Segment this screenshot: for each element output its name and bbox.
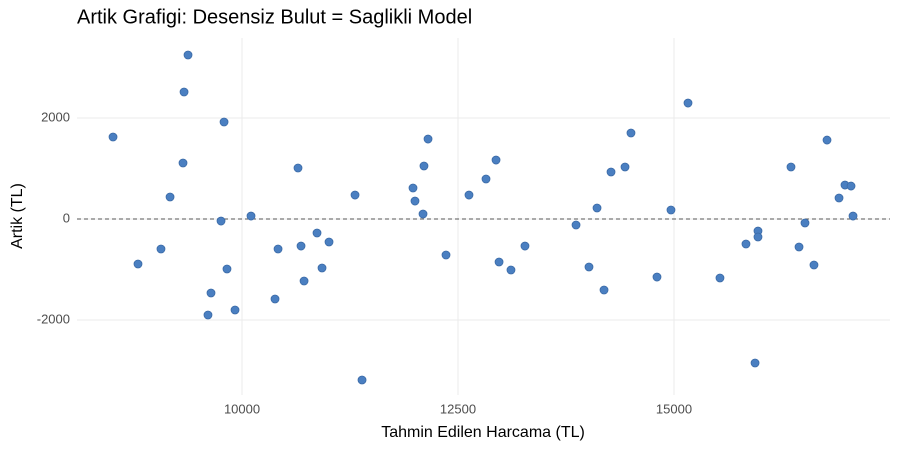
point — [750, 358, 760, 368]
point — [317, 263, 327, 273]
point — [324, 237, 334, 247]
point — [299, 276, 309, 286]
point — [491, 155, 501, 165]
point — [520, 241, 530, 251]
point — [418, 209, 428, 219]
point — [230, 305, 240, 315]
point — [179, 87, 189, 97]
point — [410, 196, 420, 206]
point — [666, 205, 676, 215]
point — [423, 134, 433, 144]
point — [350, 190, 360, 200]
point — [481, 174, 491, 184]
point — [357, 375, 367, 385]
point — [464, 190, 474, 200]
point — [419, 161, 429, 171]
y-tick-label: -2000 — [37, 311, 70, 326]
x-axis-label: Tahmin Edilen Harcama (TL) — [381, 424, 585, 441]
point — [206, 288, 216, 298]
point — [165, 192, 175, 202]
point — [216, 216, 226, 226]
point — [178, 158, 188, 168]
point — [273, 244, 283, 254]
point — [834, 193, 844, 203]
point — [741, 239, 751, 249]
point — [848, 211, 858, 221]
point — [156, 244, 166, 254]
point — [652, 272, 662, 282]
point — [794, 242, 804, 252]
point — [599, 285, 609, 295]
point — [133, 259, 143, 269]
point — [494, 257, 504, 267]
point — [408, 183, 418, 193]
point — [183, 50, 193, 60]
point — [809, 260, 819, 270]
point — [606, 167, 616, 177]
y-tick-label: 2000 — [41, 109, 70, 124]
point — [441, 250, 451, 260]
point — [506, 265, 516, 275]
point — [800, 218, 810, 228]
y-tick-label: 0 — [63, 210, 70, 225]
point — [571, 220, 581, 230]
point — [626, 128, 636, 138]
point — [683, 98, 693, 108]
point — [312, 228, 322, 238]
point — [108, 132, 118, 142]
point — [620, 162, 630, 172]
point — [222, 264, 232, 274]
point — [203, 310, 213, 320]
x-tick-label: 15000 — [656, 401, 692, 416]
point — [822, 135, 832, 145]
x-tick-label: 10000 — [224, 401, 260, 416]
point — [584, 262, 594, 272]
point — [219, 117, 229, 127]
chart-title: Artik Grafigi: Desensiz Bulut = Saglikli… — [77, 6, 472, 28]
point — [786, 162, 796, 172]
point — [293, 163, 303, 173]
point — [592, 203, 602, 213]
point — [753, 232, 763, 242]
point — [270, 294, 280, 304]
point — [246, 211, 256, 221]
y-axis-label: Artik (TL) — [9, 183, 26, 249]
point — [296, 241, 306, 251]
x-tick-label: 12500 — [440, 401, 476, 416]
point — [846, 181, 856, 191]
point — [715, 273, 725, 283]
